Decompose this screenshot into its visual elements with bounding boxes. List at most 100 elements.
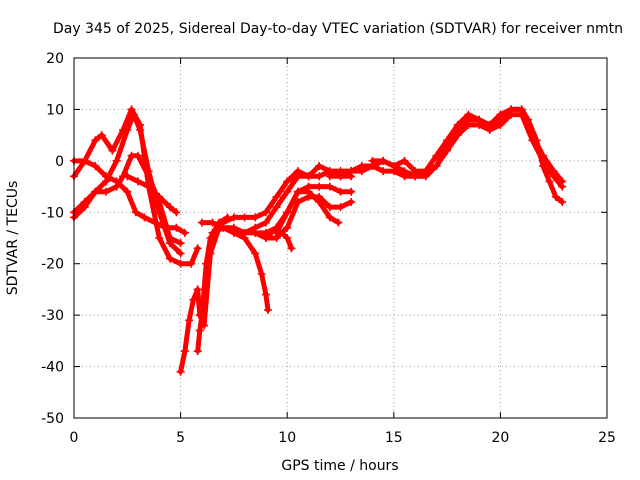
- data-point: [475, 115, 484, 124]
- data-point: [206, 234, 215, 242]
- series-track-17: [368, 105, 567, 186]
- data-point: [155, 192, 164, 201]
- data-point: [176, 239, 185, 248]
- y-tick-label: -10: [41, 205, 64, 221]
- data-point: [293, 187, 302, 196]
- data-point: [261, 290, 270, 299]
- data-point: [325, 203, 334, 212]
- data-point: [193, 244, 202, 253]
- data-point: [251, 228, 260, 237]
- y-tick-label: -50: [41, 411, 64, 427]
- data-point: [180, 347, 189, 356]
- data-point: [261, 208, 270, 217]
- data-point: [283, 208, 292, 217]
- series-trail: [71, 112, 184, 256]
- data-point: [389, 162, 398, 170]
- data-point: [195, 326, 204, 335]
- data-point: [485, 120, 494, 129]
- series-trail: [124, 173, 179, 215]
- data-point: [283, 177, 292, 186]
- series-track-5: [123, 172, 181, 217]
- data-point: [379, 156, 388, 165]
- x-tick-label: 15: [385, 430, 403, 446]
- data-point: [193, 347, 202, 356]
- series-trail: [71, 153, 184, 246]
- data-point: [136, 126, 145, 134]
- data-point: [272, 192, 281, 201]
- y-tick-label: -20: [41, 257, 64, 273]
- data-point: [496, 110, 505, 119]
- data-point: [443, 141, 452, 150]
- data-point: [283, 223, 292, 232]
- data-point: [304, 187, 313, 196]
- data-point: [172, 223, 181, 232]
- data-point: [144, 182, 153, 191]
- data-point: [411, 167, 420, 176]
- data-point: [91, 136, 100, 145]
- data-point: [91, 187, 100, 196]
- axis-ticks: 0 5 10 15 20 25 -50 -40 -30 -20 -10 0 10 20: [41, 51, 616, 446]
- data-point: [287, 244, 296, 253]
- data-point: [517, 105, 526, 114]
- x-tick-label: 10: [278, 430, 296, 446]
- plot-frame: [73, 57, 608, 419]
- data-point: [545, 177, 554, 186]
- data-point: [272, 228, 281, 237]
- series-trail: [252, 184, 354, 241]
- data-point: [189, 295, 198, 304]
- data-point: [549, 167, 558, 176]
- data-point: [251, 249, 260, 258]
- data-point: [257, 270, 266, 278]
- data-point: [251, 213, 260, 222]
- data-point: [283, 187, 292, 196]
- data-point: [176, 249, 185, 258]
- data-point: [368, 156, 377, 165]
- data-point: [379, 167, 388, 176]
- data-point: [261, 218, 270, 227]
- data-point: [133, 151, 142, 160]
- data-point: [432, 162, 441, 170]
- data-point: [334, 218, 343, 227]
- data-point: [123, 126, 132, 134]
- data-point: [131, 208, 140, 217]
- data-point: [551, 192, 560, 201]
- series-track-4: [70, 151, 185, 248]
- data-point: [272, 203, 281, 212]
- data-point: [507, 105, 516, 114]
- data-point: [336, 187, 345, 196]
- data-point: [165, 254, 174, 263]
- data-point: [197, 218, 206, 227]
- y-tick-label: -40: [41, 360, 64, 376]
- x-tick-label: 25: [598, 430, 616, 446]
- data-point: [304, 172, 313, 181]
- y-tick-label: 0: [55, 154, 64, 170]
- data-point: [453, 126, 462, 134]
- data-point: [91, 162, 100, 170]
- data-point: [229, 213, 238, 222]
- data-point: [264, 306, 273, 314]
- data-point: [347, 167, 356, 176]
- data-point: [315, 172, 324, 181]
- data-point: [558, 198, 567, 206]
- data-point: [336, 203, 345, 212]
- data-point: [197, 311, 206, 320]
- x-tick-label: 20: [491, 430, 509, 446]
- data-point: [202, 259, 211, 268]
- data-point: [240, 228, 249, 237]
- data-point: [496, 120, 505, 129]
- data-point: [176, 259, 185, 268]
- series-track-14: [272, 187, 343, 237]
- y-tick-label: 20: [46, 51, 64, 67]
- data-point: [421, 167, 430, 176]
- data-point: [123, 172, 132, 181]
- data-point: [283, 234, 292, 242]
- data-point: [80, 203, 89, 212]
- data-point: [558, 177, 567, 186]
- data-point: [108, 146, 117, 155]
- data-point: [315, 182, 324, 191]
- data-point: [133, 177, 142, 186]
- data-point: [208, 228, 217, 237]
- x-tick-label: 0: [70, 430, 79, 446]
- data-point: [325, 182, 334, 191]
